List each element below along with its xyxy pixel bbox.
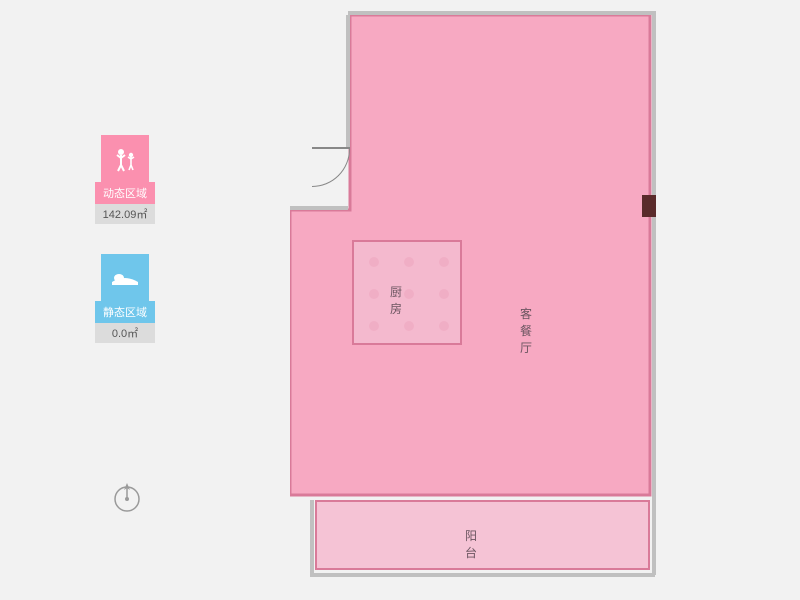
legend-dynamic: 动态区域 142.09㎡ [95, 135, 155, 224]
door-leaf [312, 147, 350, 149]
people-icon [101, 135, 149, 183]
wall-right [652, 15, 656, 575]
legend-static-value: 0.0㎡ [95, 323, 155, 343]
bed-icon [101, 254, 149, 302]
kitchen-label: 厨房 [390, 283, 402, 317]
legend-static-label: 静态区域 [95, 301, 155, 323]
wall-balcony-left [310, 500, 314, 575]
legend-static: 静态区域 0.0㎡ [95, 254, 155, 343]
balcony-label: 阳台 [465, 527, 477, 561]
legend-panel: 动态区域 142.09㎡ 静态区域 0.0㎡ [95, 135, 155, 373]
legend-dynamic-label: 动态区域 [95, 182, 155, 204]
wall-bottom [310, 573, 655, 577]
balcony-room [315, 500, 650, 570]
compass-icon [110, 480, 144, 519]
dark-mark [642, 195, 656, 217]
living-dining-label: 客餐厅 [520, 305, 532, 356]
legend-dynamic-value: 142.09㎡ [95, 204, 155, 224]
kitchen-room [352, 240, 462, 345]
living-dining-room [290, 15, 660, 580]
wall-top [348, 11, 656, 15]
